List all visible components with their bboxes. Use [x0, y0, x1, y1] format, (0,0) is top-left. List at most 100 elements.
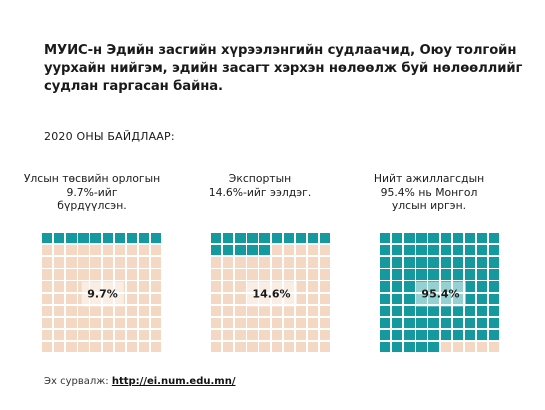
waffle-cell-empty — [247, 269, 258, 280]
waffle-cell-empty — [223, 269, 234, 280]
source-line: Эх сурвалж: http://ei.num.edu.mn/ — [44, 376, 236, 387]
waffle-cell-empty — [150, 257, 162, 268]
waffle-cell-empty — [271, 245, 282, 256]
waffle-cell-filled — [476, 245, 488, 256]
waffle-cell-empty — [42, 317, 53, 329]
waffle-cell-empty — [307, 269, 319, 280]
waffle-cell-filled — [392, 317, 403, 329]
waffle-chart-export: 14.6% — [211, 233, 332, 354]
waffle-cell-empty — [476, 341, 488, 353]
waffle-cell-filled — [392, 305, 403, 316]
waffle-cell-filled — [452, 233, 463, 244]
waffle-cell-empty — [102, 317, 113, 329]
waffle-cell-filled — [404, 269, 415, 280]
waffle-cell-empty — [54, 317, 65, 329]
waffle-cell-filled — [380, 257, 391, 268]
waffle-cell-empty — [150, 245, 162, 256]
waffle-cell-empty — [259, 317, 270, 329]
waffle-cell-filled — [464, 269, 476, 280]
waffle-cell-empty — [283, 329, 294, 341]
waffle-cell-empty — [42, 245, 53, 256]
source-label: Эх сурвалж: — [44, 376, 109, 387]
waffle-cell-filled — [464, 305, 476, 316]
waffle-cell-filled — [404, 281, 415, 292]
waffle-cell-empty — [78, 269, 89, 280]
waffle-cell-filled — [476, 281, 488, 292]
waffle-cell-empty — [138, 245, 150, 256]
waffle-cell-empty — [247, 305, 258, 316]
waffle-cell-filled — [416, 329, 427, 341]
waffle-cell-empty — [295, 269, 307, 280]
waffle-cell-empty — [211, 341, 222, 353]
waffle-cell-empty — [150, 281, 162, 292]
waffle-cell-empty — [126, 269, 138, 280]
waffle-cell-empty — [259, 257, 270, 268]
waffle-cell-filled — [488, 269, 500, 280]
waffle-cell-empty — [307, 305, 319, 316]
waffle-cell-empty — [271, 341, 282, 353]
waffle-cell-empty — [126, 257, 138, 268]
waffle-cell-filled — [78, 233, 89, 244]
waffle-cell-empty — [66, 341, 77, 353]
waffle-cell-empty — [235, 305, 246, 316]
waffle-cell-empty — [66, 269, 77, 280]
caption-export: Экспортын 14.6%-ийг ээлдэг. — [208, 172, 312, 199]
waffle-cell-filled — [223, 233, 234, 244]
waffle-cell-empty — [66, 329, 77, 341]
waffle-cell-empty — [283, 257, 294, 268]
waffle-cell-empty — [319, 317, 331, 329]
waffle-cell-empty — [150, 341, 162, 353]
waffle-cell-filled — [440, 317, 451, 329]
waffle-cell-filled — [488, 329, 500, 341]
waffle-cell-empty — [66, 257, 77, 268]
waffle-cell-filled — [380, 245, 391, 256]
waffle-cell-empty — [90, 245, 101, 256]
waffle-cell-empty — [295, 329, 307, 341]
waffle-cell-empty — [307, 257, 319, 268]
waffle-cell-filled — [452, 317, 463, 329]
waffle-cell-filled — [150, 233, 162, 244]
waffle-cell-filled — [259, 233, 270, 244]
waffle-cell-empty — [271, 305, 282, 316]
waffle-cell-empty — [259, 305, 270, 316]
waffle-cell-empty — [42, 281, 53, 292]
waffle-cell-empty — [319, 257, 331, 268]
waffle-cell-empty — [78, 305, 89, 316]
waffle-cell-empty — [319, 269, 331, 280]
waffle-cell-empty — [78, 257, 89, 268]
waffle-cell-empty — [138, 269, 150, 280]
waffle-cell-empty — [319, 341, 331, 353]
waffle-cell-empty — [211, 281, 222, 292]
waffle-cell-filled — [476, 233, 488, 244]
waffle-cell-filled — [404, 293, 415, 304]
waffle-cell-filled — [271, 233, 282, 244]
waffle-cell-empty — [235, 329, 246, 341]
waffle-cell-empty — [235, 317, 246, 329]
waffle-cell-empty — [90, 305, 101, 316]
waffle-cell-filled — [404, 329, 415, 341]
waffle-cell-empty — [150, 317, 162, 329]
waffle-cell-filled — [416, 269, 427, 280]
waffle-cell-empty — [295, 341, 307, 353]
waffle-cell-empty — [42, 269, 53, 280]
waffle-cell-empty — [295, 305, 307, 316]
waffle-cell-empty — [271, 257, 282, 268]
waffle-cell-filled — [416, 317, 427, 329]
waffle-cell-filled — [392, 281, 403, 292]
value-label: 9.7% — [81, 281, 124, 306]
waffle-cell-filled — [319, 233, 331, 244]
waffle-cell-filled — [464, 293, 476, 304]
waffle-cell-filled — [488, 257, 500, 268]
waffle-cell-filled — [114, 233, 125, 244]
waffle-cell-filled — [90, 233, 101, 244]
waffle-cell-empty — [235, 257, 246, 268]
waffle-cell-empty — [42, 329, 53, 341]
waffle-cell-empty — [283, 269, 294, 280]
waffle-cell-filled — [464, 233, 476, 244]
waffle-cell-filled — [404, 341, 415, 353]
waffle-cell-filled — [66, 233, 77, 244]
waffle-cell-empty — [283, 317, 294, 329]
source-link[interactable]: http://ei.num.edu.mn/ — [111, 376, 236, 387]
waffle-cell-empty — [223, 293, 234, 304]
waffle-cell-filled — [464, 245, 476, 256]
